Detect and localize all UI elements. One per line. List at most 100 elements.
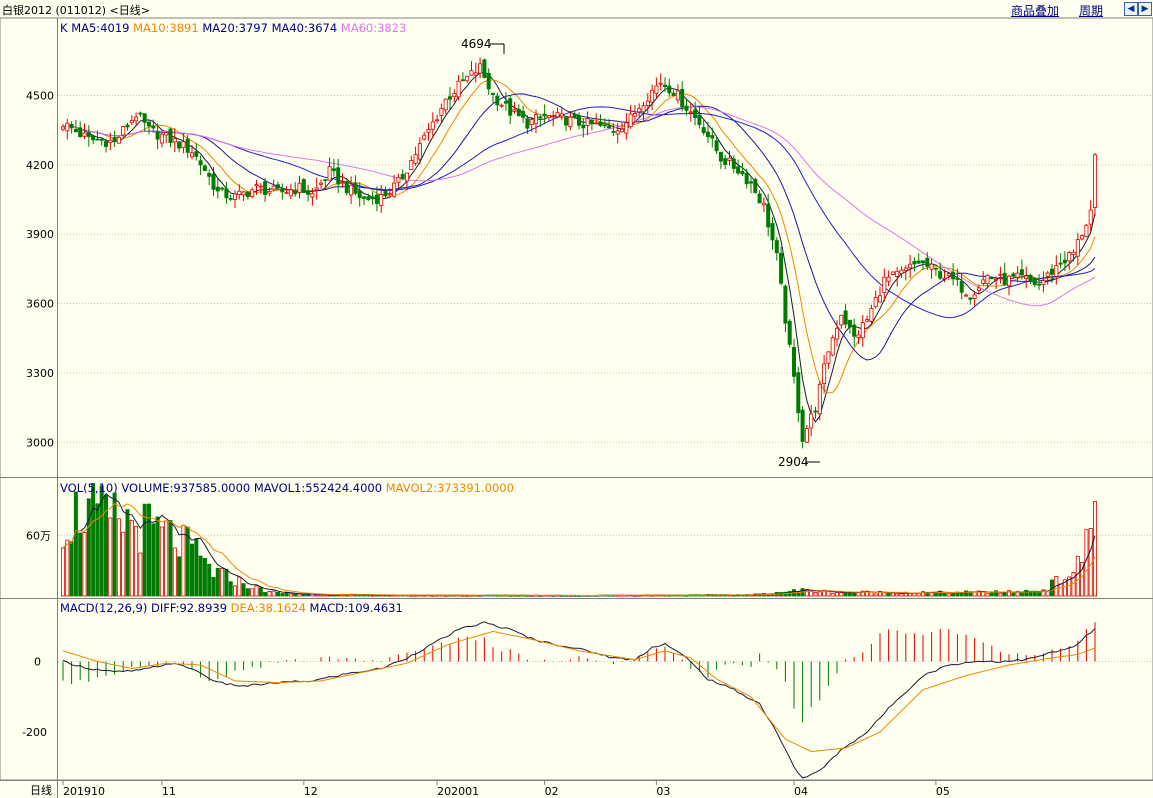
x-tick-label: 201910 bbox=[63, 785, 105, 798]
candlestick-series bbox=[61, 57, 1098, 449]
candle-body bbox=[663, 84, 668, 87]
volume-bar bbox=[142, 503, 147, 597]
candle-body bbox=[589, 119, 594, 125]
candle-body bbox=[1084, 224, 1089, 238]
candle-body bbox=[293, 190, 298, 195]
x-tick-label: 03 bbox=[656, 785, 670, 798]
volume-bar bbox=[865, 590, 870, 597]
candle-body bbox=[568, 116, 573, 127]
candle-body bbox=[607, 125, 612, 129]
volume-bar bbox=[921, 591, 926, 597]
volume-bar bbox=[916, 592, 921, 597]
candle-body bbox=[142, 113, 147, 123]
volume-bar bbox=[263, 591, 268, 597]
ma20-line bbox=[62, 93, 1096, 361]
volume-bar bbox=[194, 538, 199, 597]
candle-body bbox=[1058, 262, 1063, 265]
candle-body bbox=[525, 118, 530, 129]
candle-body bbox=[650, 89, 655, 103]
volume-bar bbox=[284, 592, 289, 597]
candle-body bbox=[1088, 209, 1093, 225]
volume-bar bbox=[1075, 555, 1080, 597]
candle-body bbox=[731, 158, 736, 169]
candle-body bbox=[684, 105, 689, 111]
volume-bar bbox=[65, 539, 70, 597]
x-tick-labels: 日线 201910 11 12 202001 02 03 04 05 bbox=[30, 780, 950, 798]
volume-bar bbox=[78, 532, 83, 597]
candle-body bbox=[830, 337, 835, 356]
candle-body bbox=[456, 80, 461, 98]
volume-bar bbox=[985, 593, 990, 597]
candle-body bbox=[310, 193, 315, 198]
candle-body bbox=[202, 165, 207, 171]
candle-body bbox=[994, 278, 999, 281]
volume-bar bbox=[275, 591, 280, 597]
volume-bar bbox=[1080, 562, 1085, 597]
instrument-title: 白银2012 (011012) <日线> bbox=[2, 4, 150, 17]
volume-bar bbox=[946, 593, 951, 597]
volume-bar bbox=[151, 523, 156, 597]
price-tick-label: 3900 bbox=[26, 228, 54, 241]
x-tick-label: 11 bbox=[162, 785, 176, 798]
candle-body bbox=[383, 190, 388, 197]
volume-bar bbox=[301, 593, 306, 597]
commodity-overlay-link[interactable]: 商品叠加 bbox=[1011, 4, 1060, 18]
volume-bar bbox=[809, 591, 814, 597]
ma40-line bbox=[62, 106, 1096, 319]
volume-bar bbox=[237, 576, 242, 597]
candle-body bbox=[125, 124, 130, 128]
period-link[interactable]: 周期 bbox=[1079, 4, 1104, 18]
volume-bar bbox=[964, 590, 969, 597]
volume-bars bbox=[61, 483, 1098, 597]
candle-body bbox=[349, 184, 354, 196]
candle-body bbox=[396, 177, 401, 183]
candle-body bbox=[959, 280, 964, 293]
macd-legend-item: MACD(12,26,9) bbox=[60, 601, 147, 615]
candle-body bbox=[490, 92, 495, 95]
candle-body bbox=[430, 121, 435, 130]
candle-body bbox=[813, 410, 818, 413]
volume-bar bbox=[134, 525, 139, 597]
candle-body bbox=[895, 270, 900, 277]
volume-bar bbox=[215, 567, 220, 597]
candle-body bbox=[327, 166, 332, 181]
candle-body bbox=[847, 319, 852, 328]
candle-body bbox=[796, 372, 801, 414]
candle-body bbox=[645, 100, 650, 107]
candle-body bbox=[865, 319, 870, 322]
candle-body bbox=[168, 128, 173, 143]
candle-body bbox=[757, 193, 762, 204]
candle-body bbox=[989, 277, 994, 280]
candle-body bbox=[1024, 275, 1029, 279]
candle-body bbox=[942, 277, 947, 280]
candle-body bbox=[185, 138, 190, 153]
y-tick-labels: 3000 3300 3600 3900 4200 4500 60万 0 -200 bbox=[22, 89, 54, 739]
candle-body bbox=[271, 185, 276, 190]
kline-legend-item: K bbox=[60, 21, 68, 35]
kline-legend-item: MA60:3823 bbox=[337, 21, 406, 35]
price-tick-label: 4500 bbox=[26, 89, 54, 102]
diff-line bbox=[62, 621, 1096, 779]
nav-left-icon[interactable]: ◀ bbox=[1124, 2, 1138, 16]
kline-legend-item: MA5:4019 bbox=[68, 21, 130, 35]
candle-body bbox=[65, 122, 70, 132]
nav-right-icon[interactable]: ▶ bbox=[1138, 2, 1152, 16]
volume-bar bbox=[843, 591, 848, 597]
candle-body bbox=[804, 428, 809, 443]
candle-body bbox=[968, 297, 973, 300]
mavol2-line bbox=[62, 502, 1096, 597]
candle-body bbox=[469, 70, 474, 76]
candle-body bbox=[379, 194, 384, 206]
price-tick-label: 3600 bbox=[26, 298, 54, 311]
candle-body bbox=[585, 118, 590, 126]
candle-body bbox=[718, 151, 723, 162]
candle-body bbox=[555, 112, 560, 118]
kline-legend: K MA5:4019 MA10:3891 MA20:3797 MA40:3674… bbox=[60, 21, 406, 35]
candle-body bbox=[121, 126, 126, 136]
volume-bar bbox=[293, 593, 298, 597]
candle-body bbox=[873, 297, 878, 308]
volume-bar bbox=[207, 563, 212, 597]
volume-bar bbox=[942, 592, 947, 597]
candle-body bbox=[1019, 269, 1024, 276]
candle-body bbox=[925, 257, 930, 267]
